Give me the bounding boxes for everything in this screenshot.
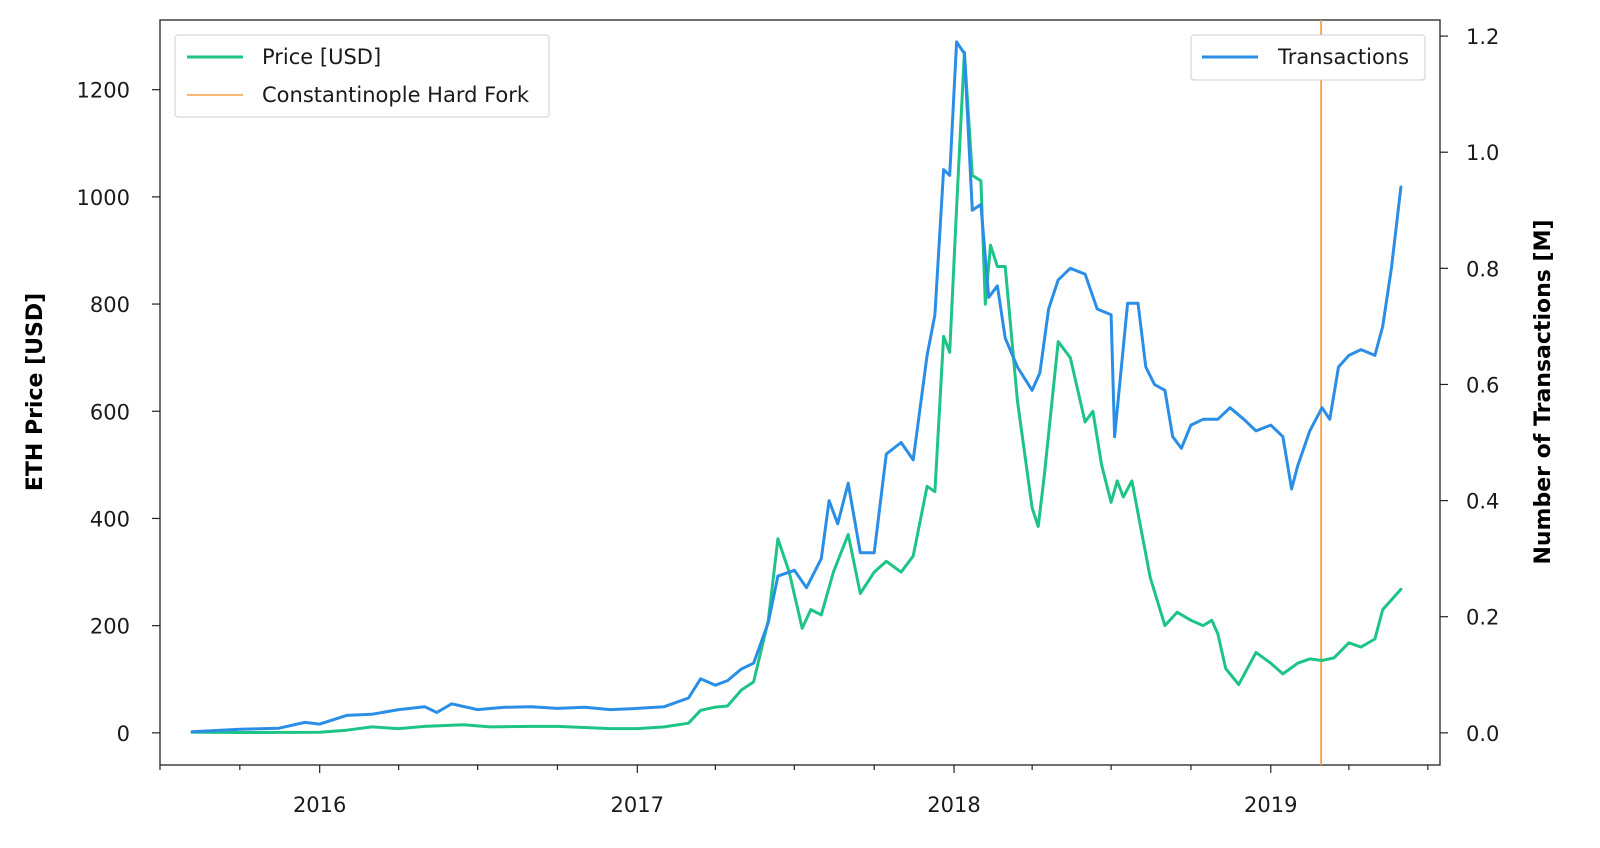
legend-transactions-label: Transactions (1277, 45, 1409, 69)
left-y-tick-label: 1000 (77, 186, 130, 210)
x-tick-label: 2016 (293, 793, 346, 817)
right-y-tick-label: 1.2 (1466, 25, 1499, 49)
right-y-tick-label: 0.4 (1466, 490, 1499, 514)
left-y-tick-label: 800 (90, 293, 130, 317)
right-y-tick-label: 0.8 (1466, 257, 1499, 281)
left-y-tick-label: 1200 (77, 79, 130, 103)
right-y-tick-label: 0.2 (1466, 606, 1499, 630)
transactions-series-line (190, 40, 1403, 734)
left-y-tick-label: 400 (90, 507, 130, 531)
right-y-axis-ticks: 0.0 0.2 0.4 0.6 0.8 1.0 1.2 (1440, 25, 1499, 746)
series-group (190, 40, 1403, 734)
legend-right-box (1190, 34, 1426, 81)
x-axis-ticks: 2016 2017 2018 2019 (159, 765, 1429, 817)
legend-left: Price [USD] Constantinople Hard Fork (174, 34, 550, 118)
legend-price-label: Price [USD] (262, 45, 381, 69)
left-y-tick-label: 600 (90, 400, 130, 424)
right-y-tick-label: 1.0 (1466, 141, 1499, 165)
right-y-axis-title: Number of Transactions [M] (1531, 219, 1556, 564)
price-series-line (190, 50, 1403, 734)
legend-fork-label: Constantinople Hard Fork (262, 83, 530, 107)
left-y-axis-ticks: 0 200 400 600 800 1000 1200 (77, 79, 160, 746)
right-y-tick-label: 0.0 (1466, 722, 1499, 746)
left-y-tick-label: 0 (117, 722, 130, 746)
x-tick-label: 2019 (1244, 793, 1297, 817)
legend-right: Transactions (1190, 34, 1426, 81)
legend-left-box (174, 34, 550, 118)
left-y-tick-label: 200 (90, 615, 130, 639)
x-tick-label: 2018 (927, 793, 980, 817)
left-y-axis-title: ETH Price [USD] (23, 293, 48, 491)
right-y-tick-label: 0.6 (1466, 373, 1499, 397)
x-tick-label: 2017 (611, 793, 664, 817)
plot-frame (159, 19, 1441, 766)
